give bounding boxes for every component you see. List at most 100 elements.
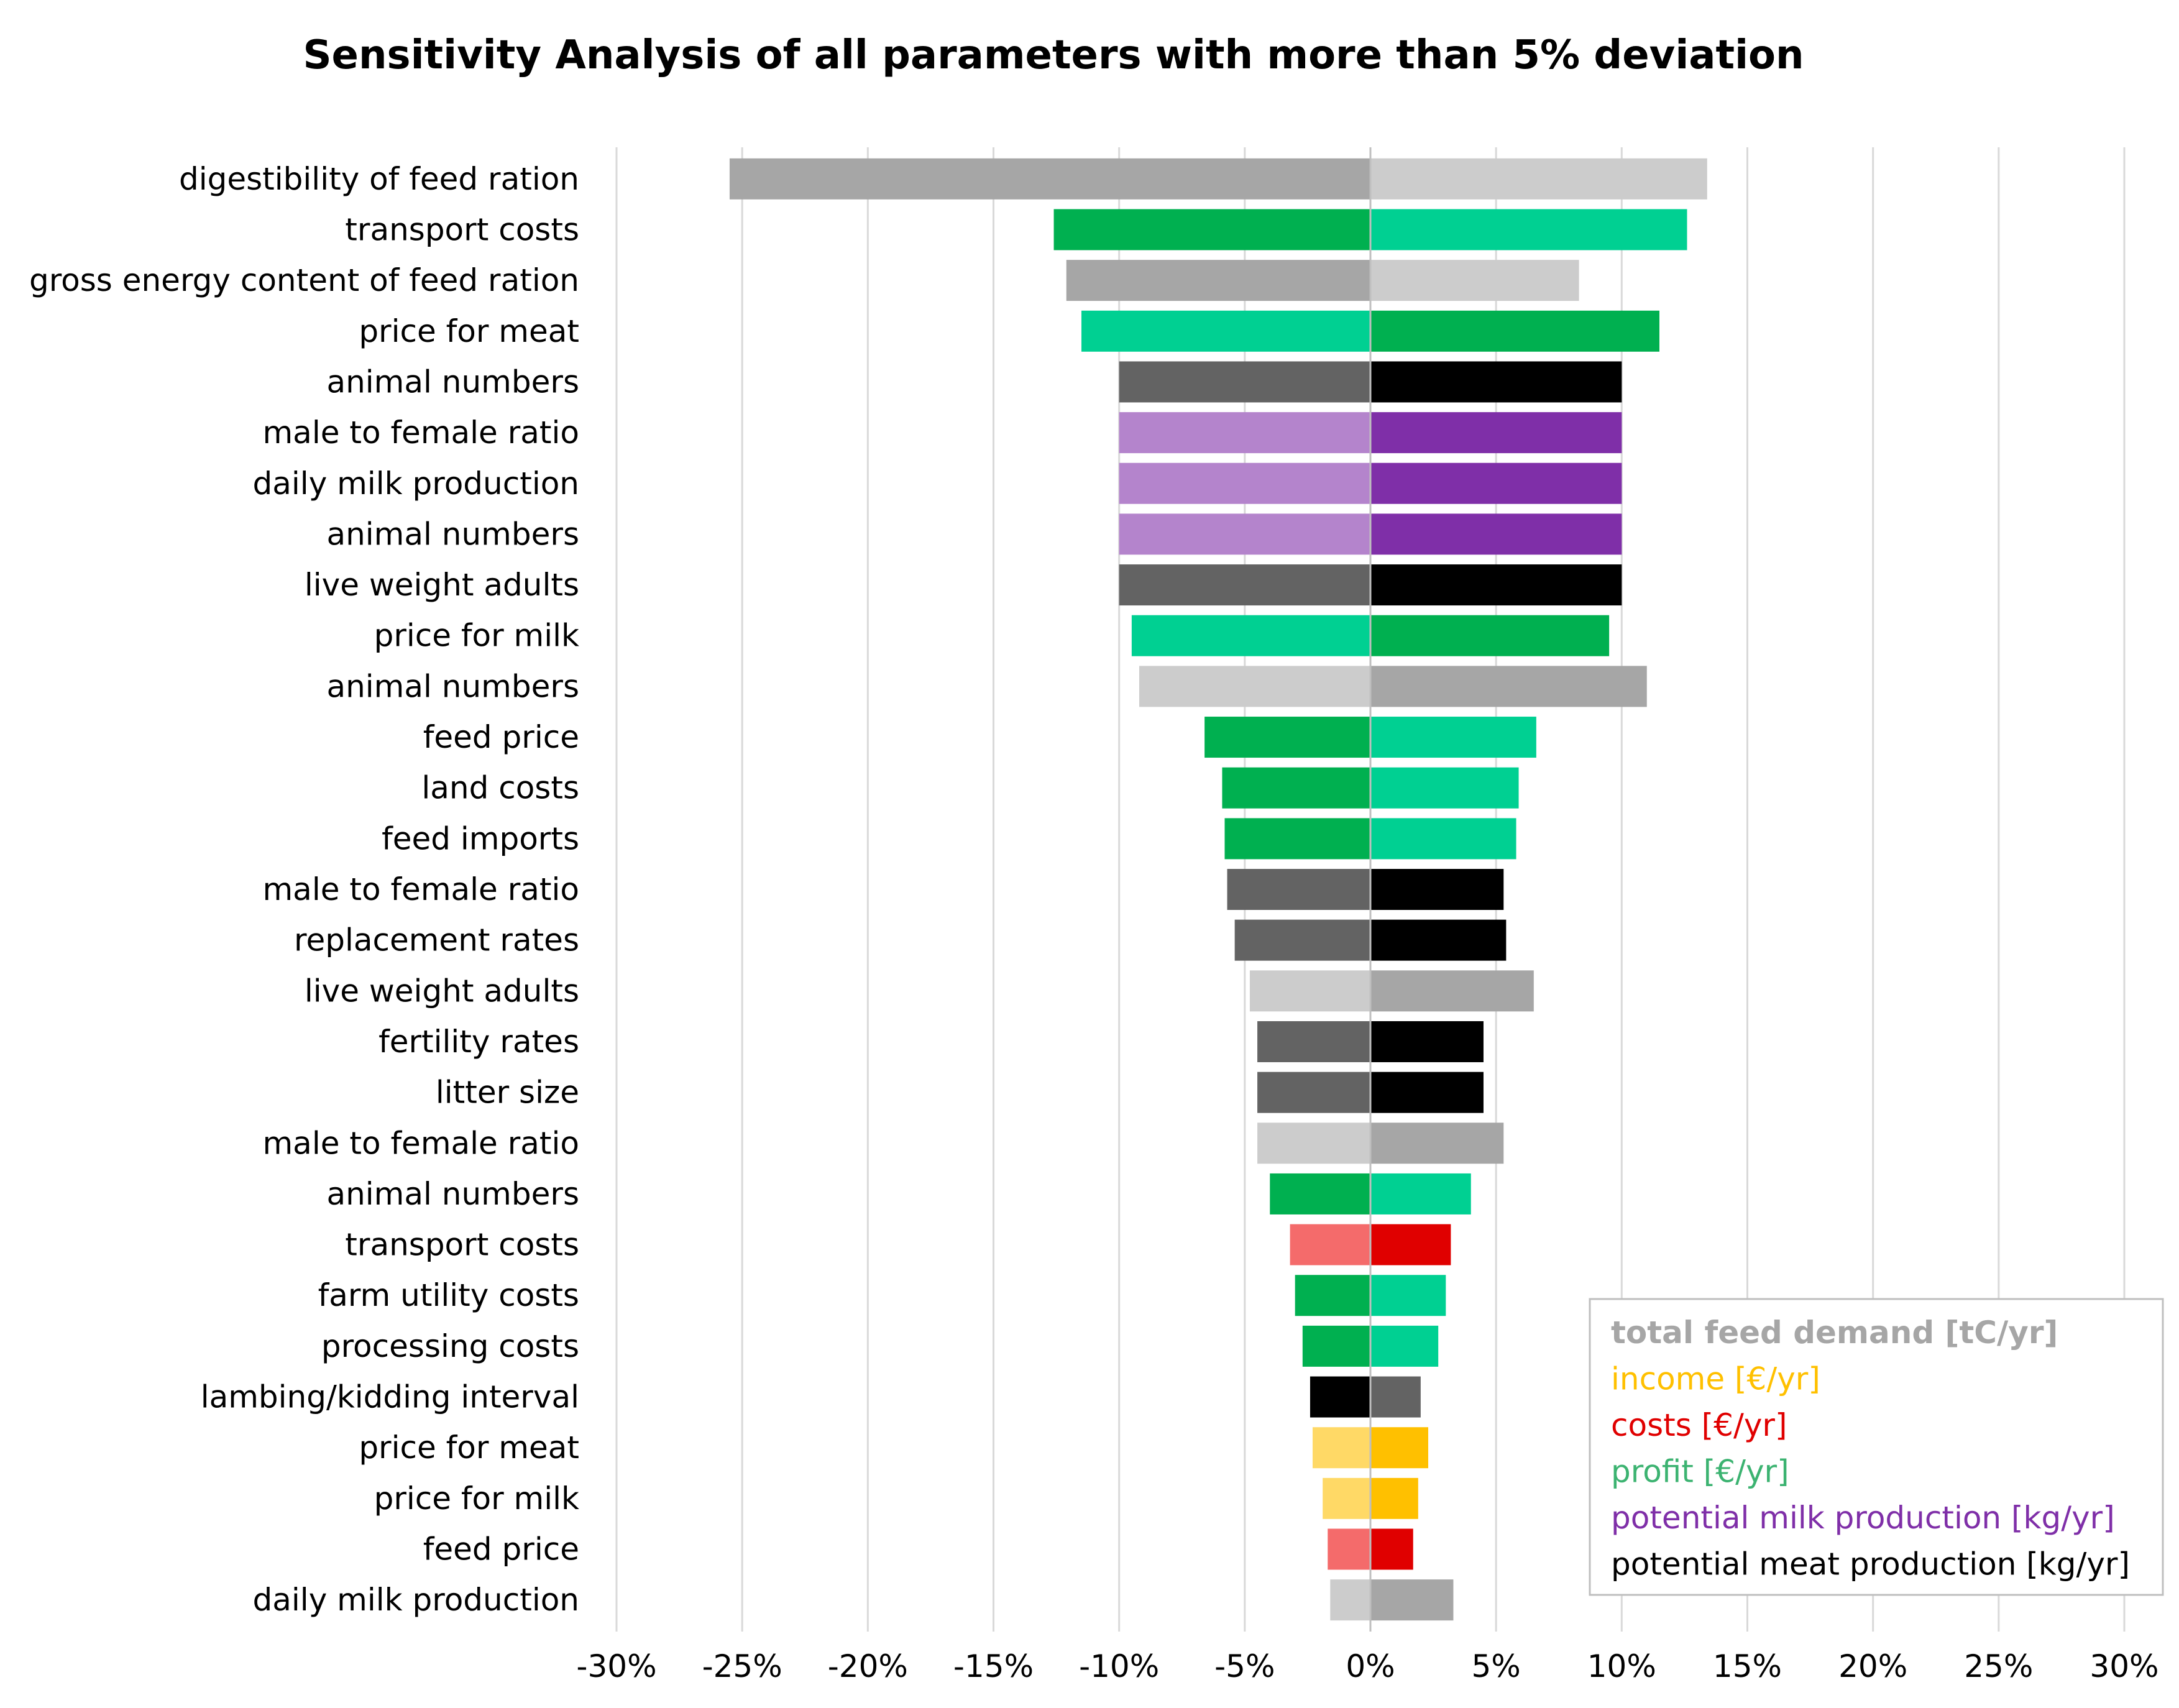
category-label: daily milk production xyxy=(253,466,579,502)
bar-low xyxy=(1227,869,1370,910)
bar-high xyxy=(1370,818,1516,860)
bar-high xyxy=(1370,767,1519,809)
bar-low xyxy=(1119,412,1370,454)
x-tick-label: -15% xyxy=(953,1648,1034,1684)
category-label: feed price xyxy=(423,1531,579,1568)
x-tick-label: -10% xyxy=(1079,1648,1159,1684)
bar-high xyxy=(1370,666,1647,707)
category-label: price for milk xyxy=(374,618,579,654)
category-label: lambing/kidding interval xyxy=(201,1379,579,1415)
legend: total feed demand [tC/yr] income [€/yr] co… xyxy=(1589,1298,2164,1596)
category-label: animal numbers xyxy=(326,364,579,400)
bar-low xyxy=(1290,1224,1370,1265)
category-label: male to female ratio xyxy=(262,1125,579,1161)
bar-low xyxy=(1224,818,1370,860)
bar-low xyxy=(1119,462,1370,504)
bar-low xyxy=(1302,1325,1370,1367)
category-label: price for milk xyxy=(374,1481,579,1517)
bars xyxy=(729,158,1707,1621)
category-label: male to female ratio xyxy=(262,871,579,907)
bar-low xyxy=(1204,717,1370,758)
category-label: gross energy content of feed ration xyxy=(29,262,579,298)
bar-high xyxy=(1370,310,1659,352)
bar-high xyxy=(1370,1427,1428,1469)
bar-high xyxy=(1370,462,1622,504)
bar-high xyxy=(1370,513,1622,555)
legend-entry-milk: potential milk production [kg/yr] xyxy=(1611,1500,2115,1536)
chart-title: Sensitivity Analysis of all parameters w… xyxy=(303,32,1804,78)
category-label: price for meat xyxy=(359,1430,579,1466)
legend-box xyxy=(1589,1298,2164,1596)
x-tick-label: 10% xyxy=(1587,1648,1656,1684)
category-label: transport costs xyxy=(345,1227,579,1263)
bar-high xyxy=(1370,615,1610,656)
bar-low xyxy=(1222,767,1370,809)
category-label: farm utility costs xyxy=(318,1277,579,1313)
x-tick-label: 5% xyxy=(1472,1648,1521,1684)
x-tick-label: -5% xyxy=(1214,1648,1275,1684)
bar-high xyxy=(1370,1224,1451,1265)
bar-high xyxy=(1370,919,1507,961)
category-label: litter size xyxy=(436,1075,579,1111)
category-label: processing costs xyxy=(321,1328,579,1364)
bar-low xyxy=(1119,564,1370,606)
bar-high xyxy=(1370,1325,1439,1367)
x-tick-label: 15% xyxy=(1713,1648,1782,1684)
category-label: animal numbers xyxy=(326,1176,579,1212)
x-tick-label: -30% xyxy=(576,1648,656,1684)
bar-low xyxy=(1081,310,1370,352)
bar-low xyxy=(1249,970,1370,1012)
bar-high xyxy=(1370,1477,1418,1519)
category-label: transport costs xyxy=(345,211,579,247)
bar-low xyxy=(1323,1477,1370,1519)
x-tick-label: -25% xyxy=(702,1648,782,1684)
bar-high xyxy=(1370,1579,1454,1621)
bar-high xyxy=(1370,717,1536,758)
bar-high xyxy=(1370,1528,1413,1570)
bar-high xyxy=(1370,361,1622,403)
bar-high xyxy=(1370,1275,1446,1316)
legend-entry-costs: costs [€/yr] xyxy=(1611,1407,1787,1443)
bar-low xyxy=(1234,919,1370,961)
bar-low xyxy=(1313,1427,1370,1469)
bar-low xyxy=(1066,260,1370,301)
category-label: male to female ratio xyxy=(262,415,579,451)
bar-low xyxy=(1139,666,1370,707)
category-label: replacement rates xyxy=(294,922,579,958)
category-label: daily milk production xyxy=(253,1582,579,1618)
bar-high xyxy=(1370,869,1504,910)
bar-low xyxy=(1310,1376,1370,1418)
bar-low xyxy=(1270,1173,1370,1214)
bar-low xyxy=(1119,513,1370,555)
category-label: land costs xyxy=(421,770,579,806)
bar-low xyxy=(1257,1123,1370,1164)
bar-low xyxy=(1119,361,1370,403)
x-tick-label: -20% xyxy=(828,1648,908,1684)
bar-high xyxy=(1370,564,1622,606)
category-label: feed imports xyxy=(382,820,579,856)
category-label: fertility rates xyxy=(378,1024,579,1060)
legend-entry-feed: total feed demand [tC/yr] xyxy=(1611,1315,2058,1351)
legend-entry-income: income [€/yr] xyxy=(1611,1361,1820,1397)
x-tick-label: 20% xyxy=(1838,1648,1907,1684)
bar-high xyxy=(1370,1123,1504,1164)
x-tick-label: 30% xyxy=(2090,1648,2158,1684)
bar-low xyxy=(1328,1528,1370,1570)
bar-low xyxy=(1131,615,1370,656)
category-label: live weight adults xyxy=(305,567,579,603)
bar-low xyxy=(1257,1072,1370,1113)
bar-high xyxy=(1370,970,1534,1012)
bar-high xyxy=(1370,1173,1471,1214)
x-tick-label: 0% xyxy=(1346,1648,1395,1684)
bar-high xyxy=(1370,209,1687,250)
bar-high xyxy=(1370,412,1622,454)
x-axis-tick-labels: -30% -25% -20% -15% -10% -5% 0% 5% 10% 15% 20% 25% 3… xyxy=(576,1648,2158,1684)
legend-entry-meat: potential meat production [kg/yr] xyxy=(1611,1546,2130,1582)
bar-low xyxy=(729,158,1370,200)
bar-high xyxy=(1370,1021,1484,1062)
bar-high xyxy=(1370,158,1707,200)
bar-low xyxy=(1257,1021,1370,1062)
bar-high xyxy=(1370,1072,1484,1113)
legend-entry-profit: profit [€/yr] xyxy=(1611,1454,1789,1490)
